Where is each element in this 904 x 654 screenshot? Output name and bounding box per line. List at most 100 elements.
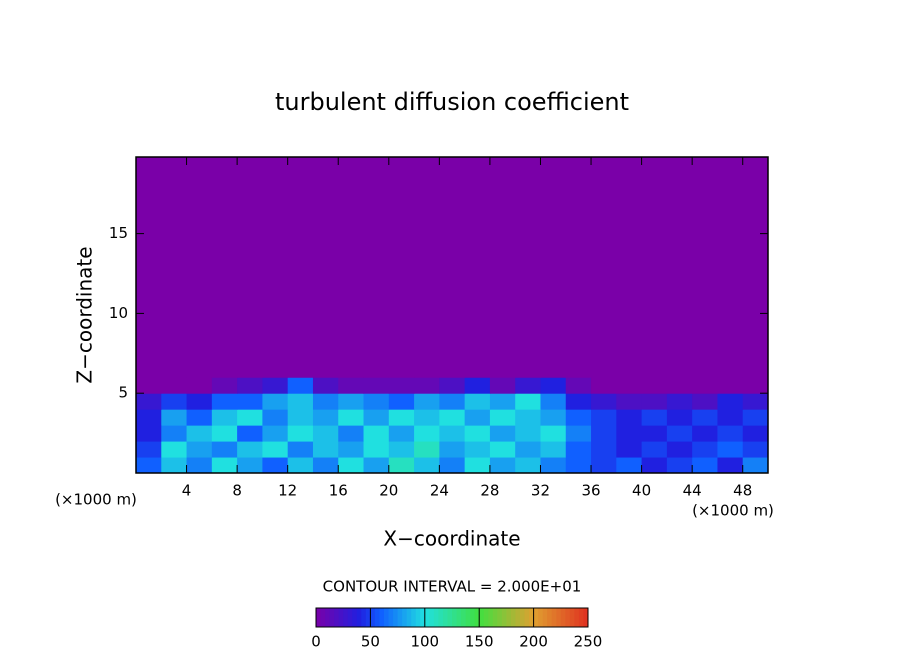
cell [414, 377, 440, 394]
colorbar-segment [420, 608, 426, 627]
cell [692, 393, 718, 410]
y-tick-label: 15 [109, 224, 128, 242]
x-unit: (×1000 m) [692, 502, 774, 520]
cell [338, 441, 365, 458]
contour-interval: CONTOUR INTERVAL = 2.000E+01 [323, 578, 582, 596]
x-tick-label: 32 [531, 482, 550, 500]
cell [388, 393, 415, 410]
cell [363, 393, 390, 410]
colorbar-segment [438, 608, 444, 627]
colorbar-segment [433, 608, 439, 627]
colorbar-segment [492, 608, 498, 627]
cell [312, 393, 339, 410]
colorbar-tick-label: 50 [361, 633, 380, 651]
cell [641, 441, 668, 458]
colorbar-segment [578, 608, 584, 627]
cell [262, 409, 289, 426]
colorbar-segment [397, 608, 403, 627]
cell [211, 425, 238, 442]
cell [515, 377, 541, 394]
colorbar-segment [461, 608, 467, 627]
cell [565, 457, 592, 474]
cell [515, 157, 541, 378]
cell [540, 157, 567, 378]
cell [287, 409, 314, 426]
colorbar-segment [388, 608, 394, 627]
colorbar-segment [520, 608, 526, 627]
cell [742, 425, 769, 442]
cell [237, 457, 263, 474]
colorbar-segment [452, 608, 458, 627]
x-tick-label: 48 [733, 482, 752, 500]
cell [666, 425, 693, 442]
cell [692, 377, 718, 394]
colorbar-segment [510, 608, 516, 627]
y-axis-label: Z−coordinate [73, 246, 97, 383]
cell [591, 157, 617, 378]
cell [287, 457, 314, 474]
cell [565, 393, 592, 410]
x-axis-label: X−coordinate [383, 527, 520, 551]
x-tick-label: 40 [632, 482, 651, 500]
colorbar-segment [442, 608, 448, 627]
cell [641, 393, 668, 410]
cell [540, 393, 567, 410]
cell [717, 409, 744, 426]
cell [641, 409, 668, 426]
cell [363, 441, 390, 458]
cell [439, 157, 466, 378]
cell [262, 157, 289, 378]
cell [692, 157, 718, 378]
cell [186, 441, 213, 458]
cell [591, 393, 617, 410]
cell [515, 393, 541, 410]
y-unit: (×1000 m) [55, 491, 137, 509]
cell [237, 425, 263, 442]
x-tick-label: 12 [278, 482, 297, 500]
cell [742, 457, 769, 474]
cell [464, 441, 491, 458]
colorbar-segment [524, 608, 530, 627]
cell [237, 409, 263, 426]
colorbar-segment [334, 608, 340, 627]
cell [388, 409, 415, 426]
cell [388, 441, 415, 458]
cell [161, 393, 188, 410]
colorbar-segment [506, 608, 512, 627]
cell [717, 425, 744, 442]
colorbar-segment [415, 608, 421, 627]
cell [136, 157, 162, 378]
cell [388, 377, 415, 394]
cell [591, 441, 617, 458]
cell [515, 457, 541, 474]
cell [540, 441, 567, 458]
cell [464, 409, 491, 426]
cell [489, 457, 516, 474]
cell [161, 157, 188, 378]
cell [692, 441, 718, 458]
cell [666, 409, 693, 426]
cell [692, 409, 718, 426]
cell [616, 157, 643, 378]
cell [262, 457, 289, 474]
x-tick-label: 4 [182, 482, 192, 500]
cell [414, 157, 440, 378]
cell [591, 377, 617, 394]
cell [439, 409, 466, 426]
cell [363, 409, 390, 426]
colorbar-segment [411, 608, 417, 627]
cell [515, 409, 541, 426]
colorbar-segment [483, 608, 489, 627]
cell [414, 441, 440, 458]
cell [641, 377, 668, 394]
colorbar-segment [542, 608, 548, 627]
cell [262, 441, 289, 458]
colorbar-segment [569, 608, 575, 627]
cell [211, 377, 238, 394]
colorbar-segment [338, 608, 344, 627]
cell [363, 157, 390, 378]
cell [363, 425, 390, 442]
cell [464, 393, 491, 410]
colorbar-segment [551, 608, 557, 627]
